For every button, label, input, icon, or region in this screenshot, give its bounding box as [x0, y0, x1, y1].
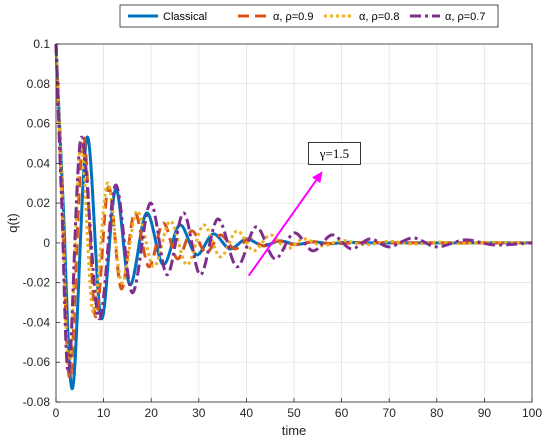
y-tick-label: -0.08: [23, 395, 51, 409]
annotation-label: γ=1.5: [319, 146, 349, 161]
y-tick-label: -0.02: [23, 276, 51, 290]
x-tick-label: 100: [522, 406, 542, 420]
y-tick-label: -0.04: [23, 315, 51, 329]
x-tick-label: 40: [240, 406, 254, 420]
y-tick-label: 0.08: [27, 77, 51, 91]
legend-label-3: α, ρ=0.8: [359, 11, 399, 23]
annotation-arrow-shaft: [247, 179, 318, 277]
y-tick-label: 0.02: [27, 196, 51, 210]
y-tick-label: 0: [43, 236, 50, 250]
x-tick-label: 20: [145, 406, 159, 420]
x-axis-title: time: [282, 423, 307, 438]
x-tick-label: 80: [430, 406, 444, 420]
legend-box: [119, 4, 499, 28]
y-tick-label: 0.06: [27, 117, 51, 131]
series-line-2: [54, 43, 532, 380]
annotations: γ=1.5: [247, 141, 361, 277]
series-group: [54, 43, 533, 390]
y-tick-label: 0.04: [27, 156, 51, 170]
legend: Classical α, ρ=0.9 α, ρ=0.8 α, ρ=0.7: [119, 4, 499, 28]
y-axis-title: q(t): [5, 213, 20, 233]
legend-label-4: α, ρ=0.7: [445, 11, 485, 23]
x-tick-label: 90: [478, 406, 492, 420]
annotation-arrow-head: [312, 171, 323, 184]
legend-label-1: Classical: [163, 11, 207, 23]
x-tick-label: 0: [53, 406, 60, 420]
annotation-box: [308, 141, 361, 165]
x-tick-label: 10: [97, 406, 111, 420]
y-tick-label: -0.06: [23, 355, 51, 369]
x-tick-label: 60: [335, 406, 349, 420]
x-tick-label: 30: [192, 406, 206, 420]
x-tick-label: 50: [287, 406, 301, 420]
x-axis-ticks: 0 10 20 30 40 50 60 70 80 90 100: [53, 398, 542, 420]
x-tick-label: 70: [383, 406, 397, 420]
y-axis-ticks: -0.08 -0.06 -0.04 -0.02 0 0.02 0.04 0.06 0.08 0.1: [23, 37, 60, 409]
series-line-4: [54, 43, 533, 375]
y-tick-label: 0.1: [33, 37, 50, 51]
legend-label-2: α, ρ=0.9: [273, 11, 313, 23]
